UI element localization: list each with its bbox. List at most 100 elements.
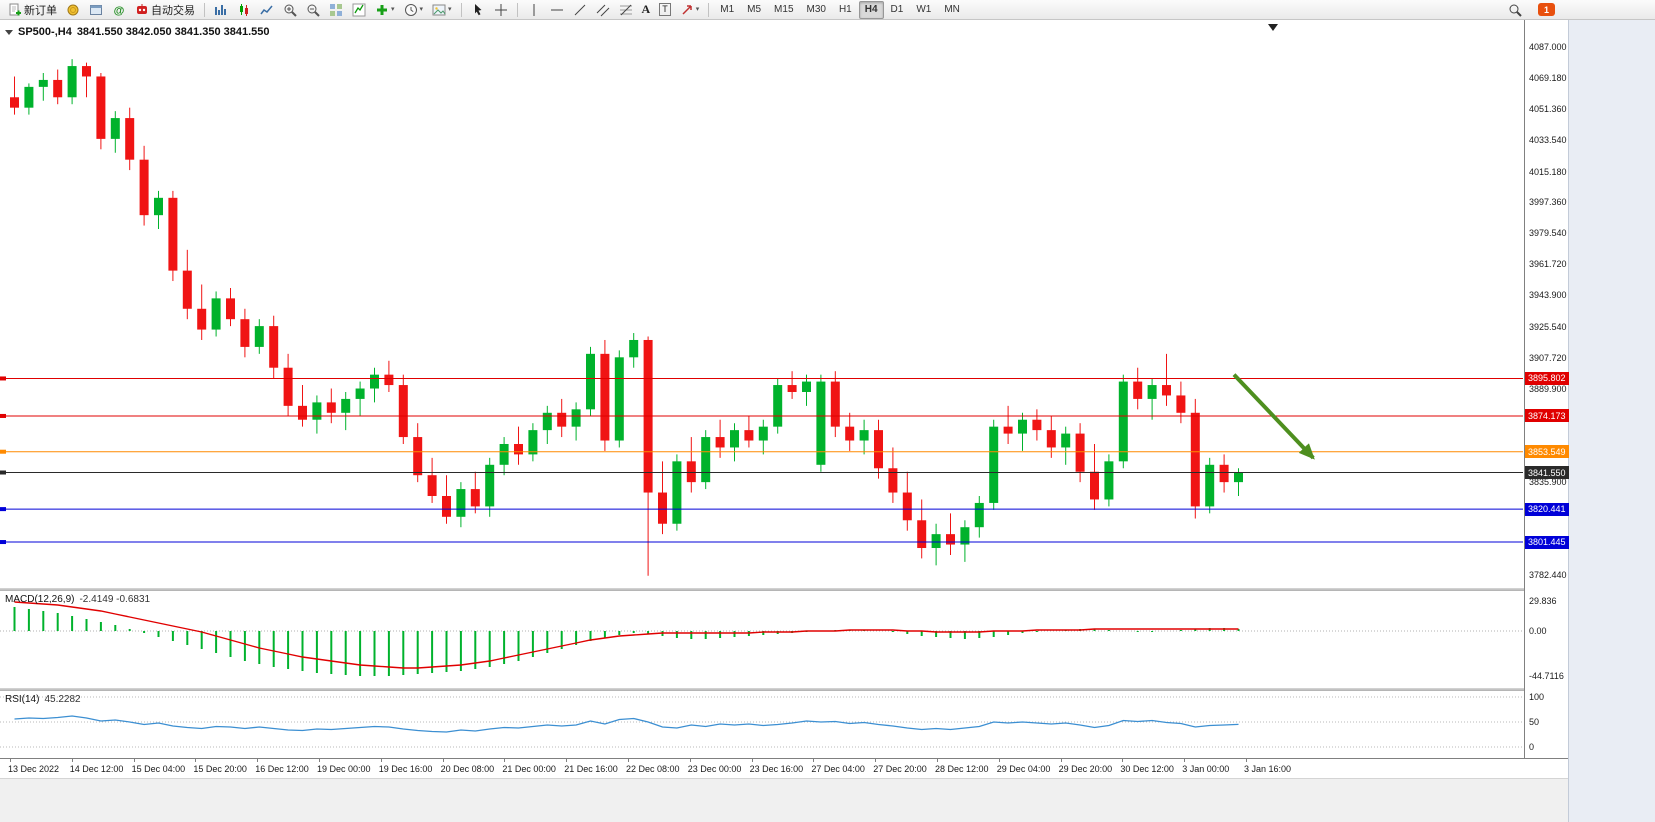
timeframe-button-D1[interactable]: D1 [890,4,904,15]
time-tick-label: 29 Dec 04:00 [996,764,1051,774]
trendline-tool-button[interactable] [569,0,591,20]
one-click-trading-toggle-icon[interactable] [5,29,13,35]
toolbar-separator [460,2,462,17]
timeframe-button-W1[interactable]: W1 [916,4,932,15]
time-tick-label: 27 Dec 04:00 [811,764,865,774]
macd-pane[interactable] [0,592,1524,688]
time-tick [628,759,629,762]
price-axis[interactable]: 4087.000 4069.180 4051.360 4033.540 4015.180… [1524,20,1569,758]
notification-badge[interactable]: 1 [1538,3,1555,16]
price-tick-label: 3907.720 [1529,352,1567,363]
indicator-list-button[interactable] [348,0,370,20]
time-tick-label: 15 Dec 20:00 [193,764,247,774]
time-tick [380,759,382,762]
pane-resize-handle[interactable] [0,688,1568,691]
period-menu-button[interactable]: ▾ [400,0,428,20]
price-line-tag[interactable]: 3841.550 [1525,466,1569,479]
terminal-button[interactable] [85,0,107,20]
timeframe-button-M30[interactable]: M30 [806,4,826,15]
price-pane[interactable] [0,20,1524,588]
zoom-in-button[interactable] [279,0,301,20]
timeframe-button-MN[interactable]: MN [944,4,960,15]
bottom-filler [0,778,1568,822]
price-line-tag[interactable]: 3820.441 [1525,502,1569,516]
time-axis[interactable]: 13 Dec 2022 14 Dec 12:00 15 Dec 04:00 15 De… [0,758,1568,778]
time-tick [566,759,568,762]
template-menu-button[interactable]: ▾ [428,0,456,20]
tile-windows-icon [330,3,342,16]
price-tick-label: 3979.540 [1529,228,1567,239]
bar-chart-button[interactable] [210,0,232,20]
rsi-axis-label: 0 [1529,742,1535,752]
timeframe-button-H1[interactable]: H1 [838,4,852,15]
timeframe-group: M1 M5 M15 M30 H1 H4 D1 W1 MN [714,0,966,19]
chevron-down-icon: ▾ [391,6,395,13]
channel-tool-button[interactable] [592,0,614,20]
coin-icon [67,4,79,15]
arrow-tool-icon [682,4,692,15]
cursor-icon [474,3,482,15]
toolbar-separator [204,2,205,17]
search-button[interactable] [1504,0,1526,20]
horizontal-line-tool-button[interactable] [546,0,568,20]
chevron-down-icon: ▾ [695,6,700,13]
timeframe-button-H4[interactable]: H4 [858,0,884,19]
macd-axis-label: 0.00 [1529,626,1547,636]
chart-symbol-period: SP500-,H4 [18,26,72,38]
line-chart-button[interactable] [256,0,278,20]
timeframe-button-M5[interactable]: M5 [747,4,762,15]
add-indicator-icon [377,4,387,15]
chart-window[interactable]: SP500-,H4 3841.550 3842.050 3841.350 384… [0,20,1568,758]
price-line-tag[interactable]: 3801.445 [1525,535,1569,549]
time-tick-label: 13 Dec 2022 [8,764,60,774]
crosshair-icon [494,3,507,16]
fibonacci-tool-button[interactable] [615,0,637,20]
text-label-tool-button[interactable]: T [655,0,675,20]
price-tick-label: 3961.720 [1529,259,1567,270]
timeframe-button-M1[interactable]: M1 [720,4,735,15]
crosshair-tool-button[interactable] [490,0,512,20]
cursor-tool-button[interactable] [467,0,489,20]
zoom-out-button[interactable] [302,0,324,20]
time-tick [195,759,197,762]
price-line-tag[interactable]: 3853.549 [1525,445,1569,459]
zoom-in-icon [284,4,297,17]
new-order-icon [9,3,21,15]
window-icon [90,4,102,15]
market-watch-button[interactable] [62,0,84,20]
candlestick-chart-button[interactable] [233,0,255,20]
vertical-line-tool-button[interactable] [523,0,545,20]
time-tick [937,759,938,762]
svg-text:@: @ [114,5,125,17]
price-line-tag[interactable]: 3874.173 [1525,409,1569,423]
add-indicator-button[interactable]: ▾ [371,0,399,20]
time-tick-label: 21 Dec 16:00 [564,764,618,774]
rsi-axis-label: 100 [1529,692,1545,702]
chart-title: SP500-,H4 3841.550 3842.050 3841.350 384… [5,26,270,38]
candlestick-icon [240,3,248,16]
pane-resize-handle[interactable] [0,588,1568,591]
time-tick-label: 23 Dec 00:00 [687,764,742,774]
time-tick [10,759,11,762]
rsi-axis-label: 50 [1529,717,1540,727]
auto-trading-button[interactable]: 自动交易 [131,0,199,20]
timeframe-button-M15[interactable]: M15 [774,4,794,15]
text-label-tool-label: T [659,3,671,16]
right-filler [1568,20,1655,822]
time-tick [319,759,320,762]
toolbar-separator [708,2,710,17]
price-line-tag[interactable]: 3895.802 [1525,371,1569,385]
community-button[interactable]: @ [108,0,130,20]
chevron-down-icon: ▾ [419,6,424,13]
arrows-tool-button[interactable]: ▾ [676,0,704,20]
rsi-label: RSI(14) 45.2282 [5,694,81,705]
chart-shift-marker [1268,24,1278,31]
new-order-button[interactable]: 新订单 [4,0,61,20]
time-tick-label: 29 Dec 20:00 [1058,764,1113,774]
horizontal-lines-layer [0,376,1523,545]
text-tool-button[interactable]: A [638,0,655,20]
tile-windows-button[interactable] [325,0,347,20]
new-order-label: 新订单 [24,4,57,17]
time-tick [257,759,259,762]
rsi-pane[interactable] [0,692,1524,758]
